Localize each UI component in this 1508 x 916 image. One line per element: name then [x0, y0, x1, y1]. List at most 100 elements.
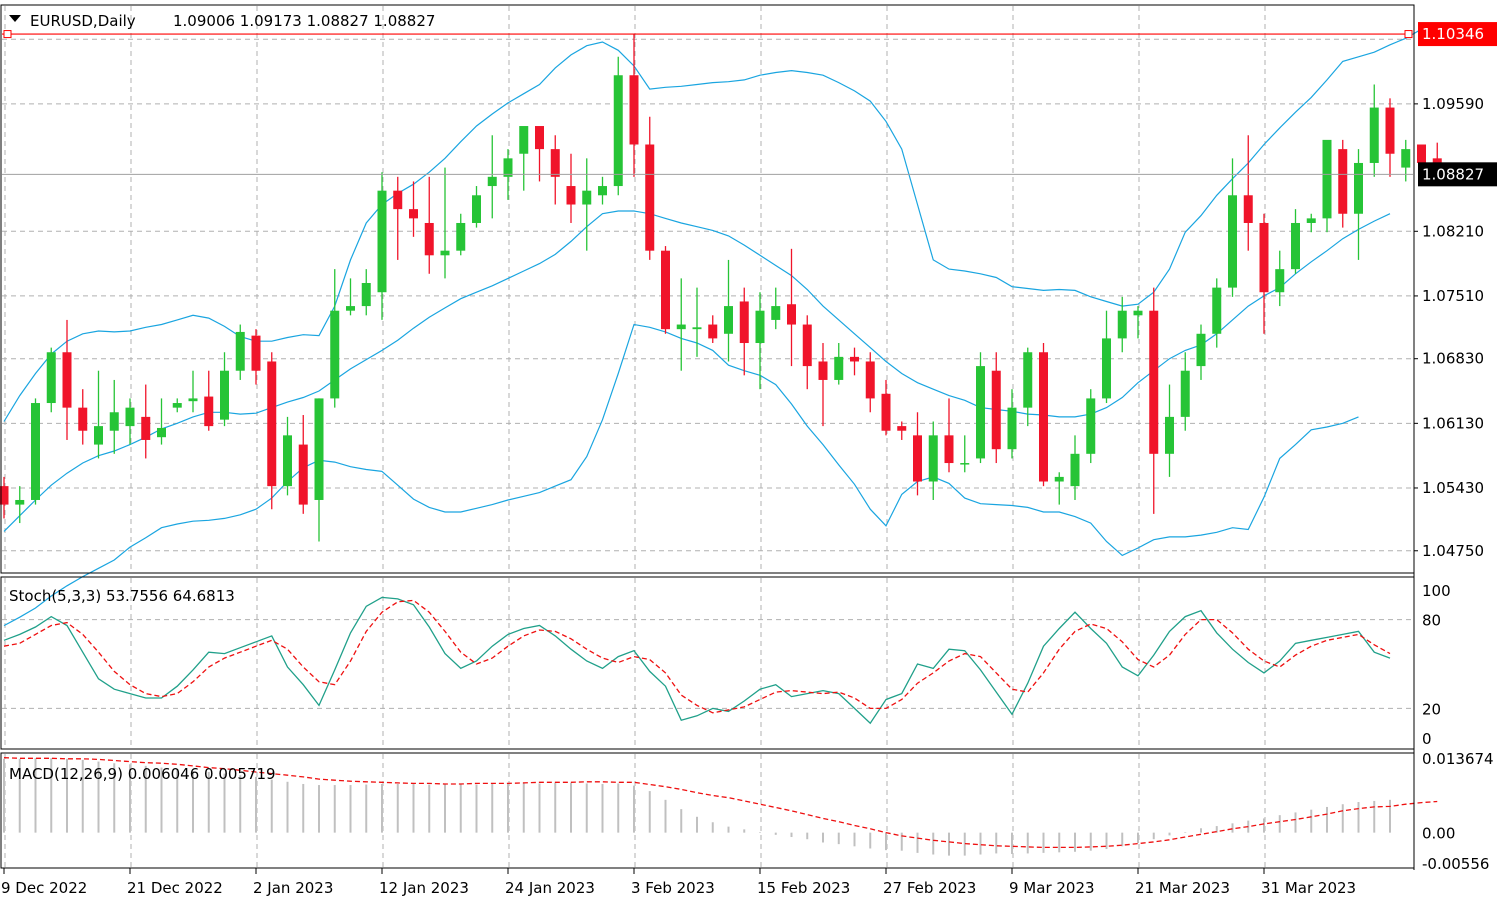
candle-down [298, 444, 308, 505]
macd-signal-line [3, 757, 1438, 849]
candle-up [314, 398, 324, 500]
time-tick-label: 21 Dec 2022 [127, 879, 223, 897]
price-tick-label: 1.05430 [1422, 479, 1484, 497]
candle-down [661, 250, 670, 330]
candle-down [881, 393, 891, 431]
candle-down [897, 426, 907, 431]
candle-up [1401, 149, 1411, 168]
candle-down [818, 361, 828, 380]
candle-up [1322, 139, 1332, 219]
candle-up [598, 186, 607, 196]
chevron-down-icon[interactable] [9, 15, 21, 22]
macd-histogram [3, 757, 1438, 856]
time-tick-label: 27 Feb 2023 [883, 879, 976, 897]
ohlc-values: 1.09006 1.09173 1.08827 1.08827 [173, 12, 435, 30]
candle-down [1417, 144, 1426, 163]
candle-down [141, 416, 151, 440]
panel-labels: EURUSD,Daily 1.09006 1.09173 1.08827 1.0… [9, 12, 435, 783]
candle-up [1196, 333, 1206, 367]
candle-up [125, 407, 135, 427]
candle-down [0, 486, 9, 505]
price-tick-label: 1.08210 [1422, 222, 1484, 240]
candle-up [15, 499, 25, 505]
stoch-tick-label: 100 [1422, 582, 1451, 600]
level-line-handle-left [3, 30, 12, 39]
candle-up [1369, 107, 1379, 163]
candle-down [1338, 149, 1348, 214]
candle-up [172, 403, 182, 408]
stoch-label: Stoch(5,3,3) 53.7556 64.6813 [9, 587, 235, 605]
price-axis: 1.09590 1.08210 1.07510 1.06830 1.06130 1.054… [1414, 95, 1494, 873]
stoch-signal-line [3, 599, 1391, 714]
candle-down [267, 361, 277, 487]
candle-up [1086, 398, 1096, 454]
candle-down [1385, 107, 1395, 154]
candle-down [708, 324, 718, 339]
candle-up [771, 306, 781, 320]
stoch-tick-label: 80 [1422, 612, 1441, 630]
time-tick-label: 2 Jan 2023 [253, 879, 333, 897]
symbol-label: EURUSD,Daily [30, 12, 136, 30]
candle-up [613, 75, 623, 187]
candle-down [78, 407, 88, 431]
current-price-tag [1418, 162, 1497, 187]
candle-up [1007, 407, 1017, 450]
bollinger-middle-line [3, 210, 1391, 532]
candle-up [676, 324, 686, 330]
stoch-tick-label: 0 [1422, 730, 1432, 748]
candle-up [157, 427, 166, 438]
candle-up [1291, 222, 1300, 270]
price-tick-label: 1.09590 [1422, 95, 1484, 113]
time-tick-label: 9 Dec 2022 [1, 879, 87, 897]
candle-up [1354, 162, 1363, 214]
candle-up [1180, 370, 1190, 417]
candle-up [94, 426, 103, 445]
price-tick-label: 1.06130 [1422, 414, 1484, 432]
candle-up [346, 306, 355, 311]
candle-down [1149, 310, 1159, 454]
candle-up [928, 435, 938, 482]
stochastic-lines [3, 596, 1391, 725]
price-tick-label: 1.04750 [1422, 542, 1484, 560]
candlesticks [0, 33, 1442, 542]
candle-up [1275, 269, 1285, 293]
candle-up [724, 306, 733, 334]
macd-tick-label: -0.00556 [1422, 855, 1489, 873]
candle-down [645, 144, 655, 251]
candle-down [62, 352, 72, 408]
current-price-text: 1.08827 [1422, 165, 1484, 183]
candle-up [755, 310, 765, 344]
candle-up [834, 356, 844, 380]
macd-tick-label: 0.013674 [1422, 750, 1494, 768]
candle-down [393, 190, 403, 210]
price-tick-label: 1.07510 [1422, 287, 1484, 305]
candle-down [802, 324, 812, 367]
candle-down [787, 304, 796, 325]
candle-down [991, 370, 1001, 450]
candle-up [283, 435, 292, 487]
time-tick-label: 24 Jan 2023 [505, 879, 595, 897]
candle-up [235, 331, 245, 371]
candle-down [1259, 222, 1269, 293]
candle-down [1243, 195, 1253, 223]
time-axis: 9 Dec 2022 21 Dec 2022 2 Jan 2023 12 Jan 20… [1, 868, 1356, 897]
macd-label: MACD(12,26,9) 0.006046 0.005719 [9, 765, 276, 783]
candle-down [944, 435, 954, 464]
candle-down [1039, 352, 1048, 482]
time-tick-label: 9 Mar 2023 [1009, 879, 1095, 897]
level-price-tag [1418, 22, 1497, 47]
candle-up [692, 327, 702, 330]
grid-lines [2, 6, 1413, 867]
horizontal-level-line[interactable]: 1.10346 1.08827 [2, 22, 1497, 187]
stoch-tick-label: 20 [1422, 700, 1441, 718]
candle-up [1054, 476, 1064, 482]
candle-up [1023, 352, 1033, 408]
level-line-handle-right [1404, 30, 1413, 39]
candle-up [31, 403, 40, 500]
candle-up [1070, 453, 1080, 487]
candle-up [1306, 218, 1316, 223]
candle-up [487, 176, 497, 187]
level-price-text: 1.10346 [1422, 25, 1484, 43]
